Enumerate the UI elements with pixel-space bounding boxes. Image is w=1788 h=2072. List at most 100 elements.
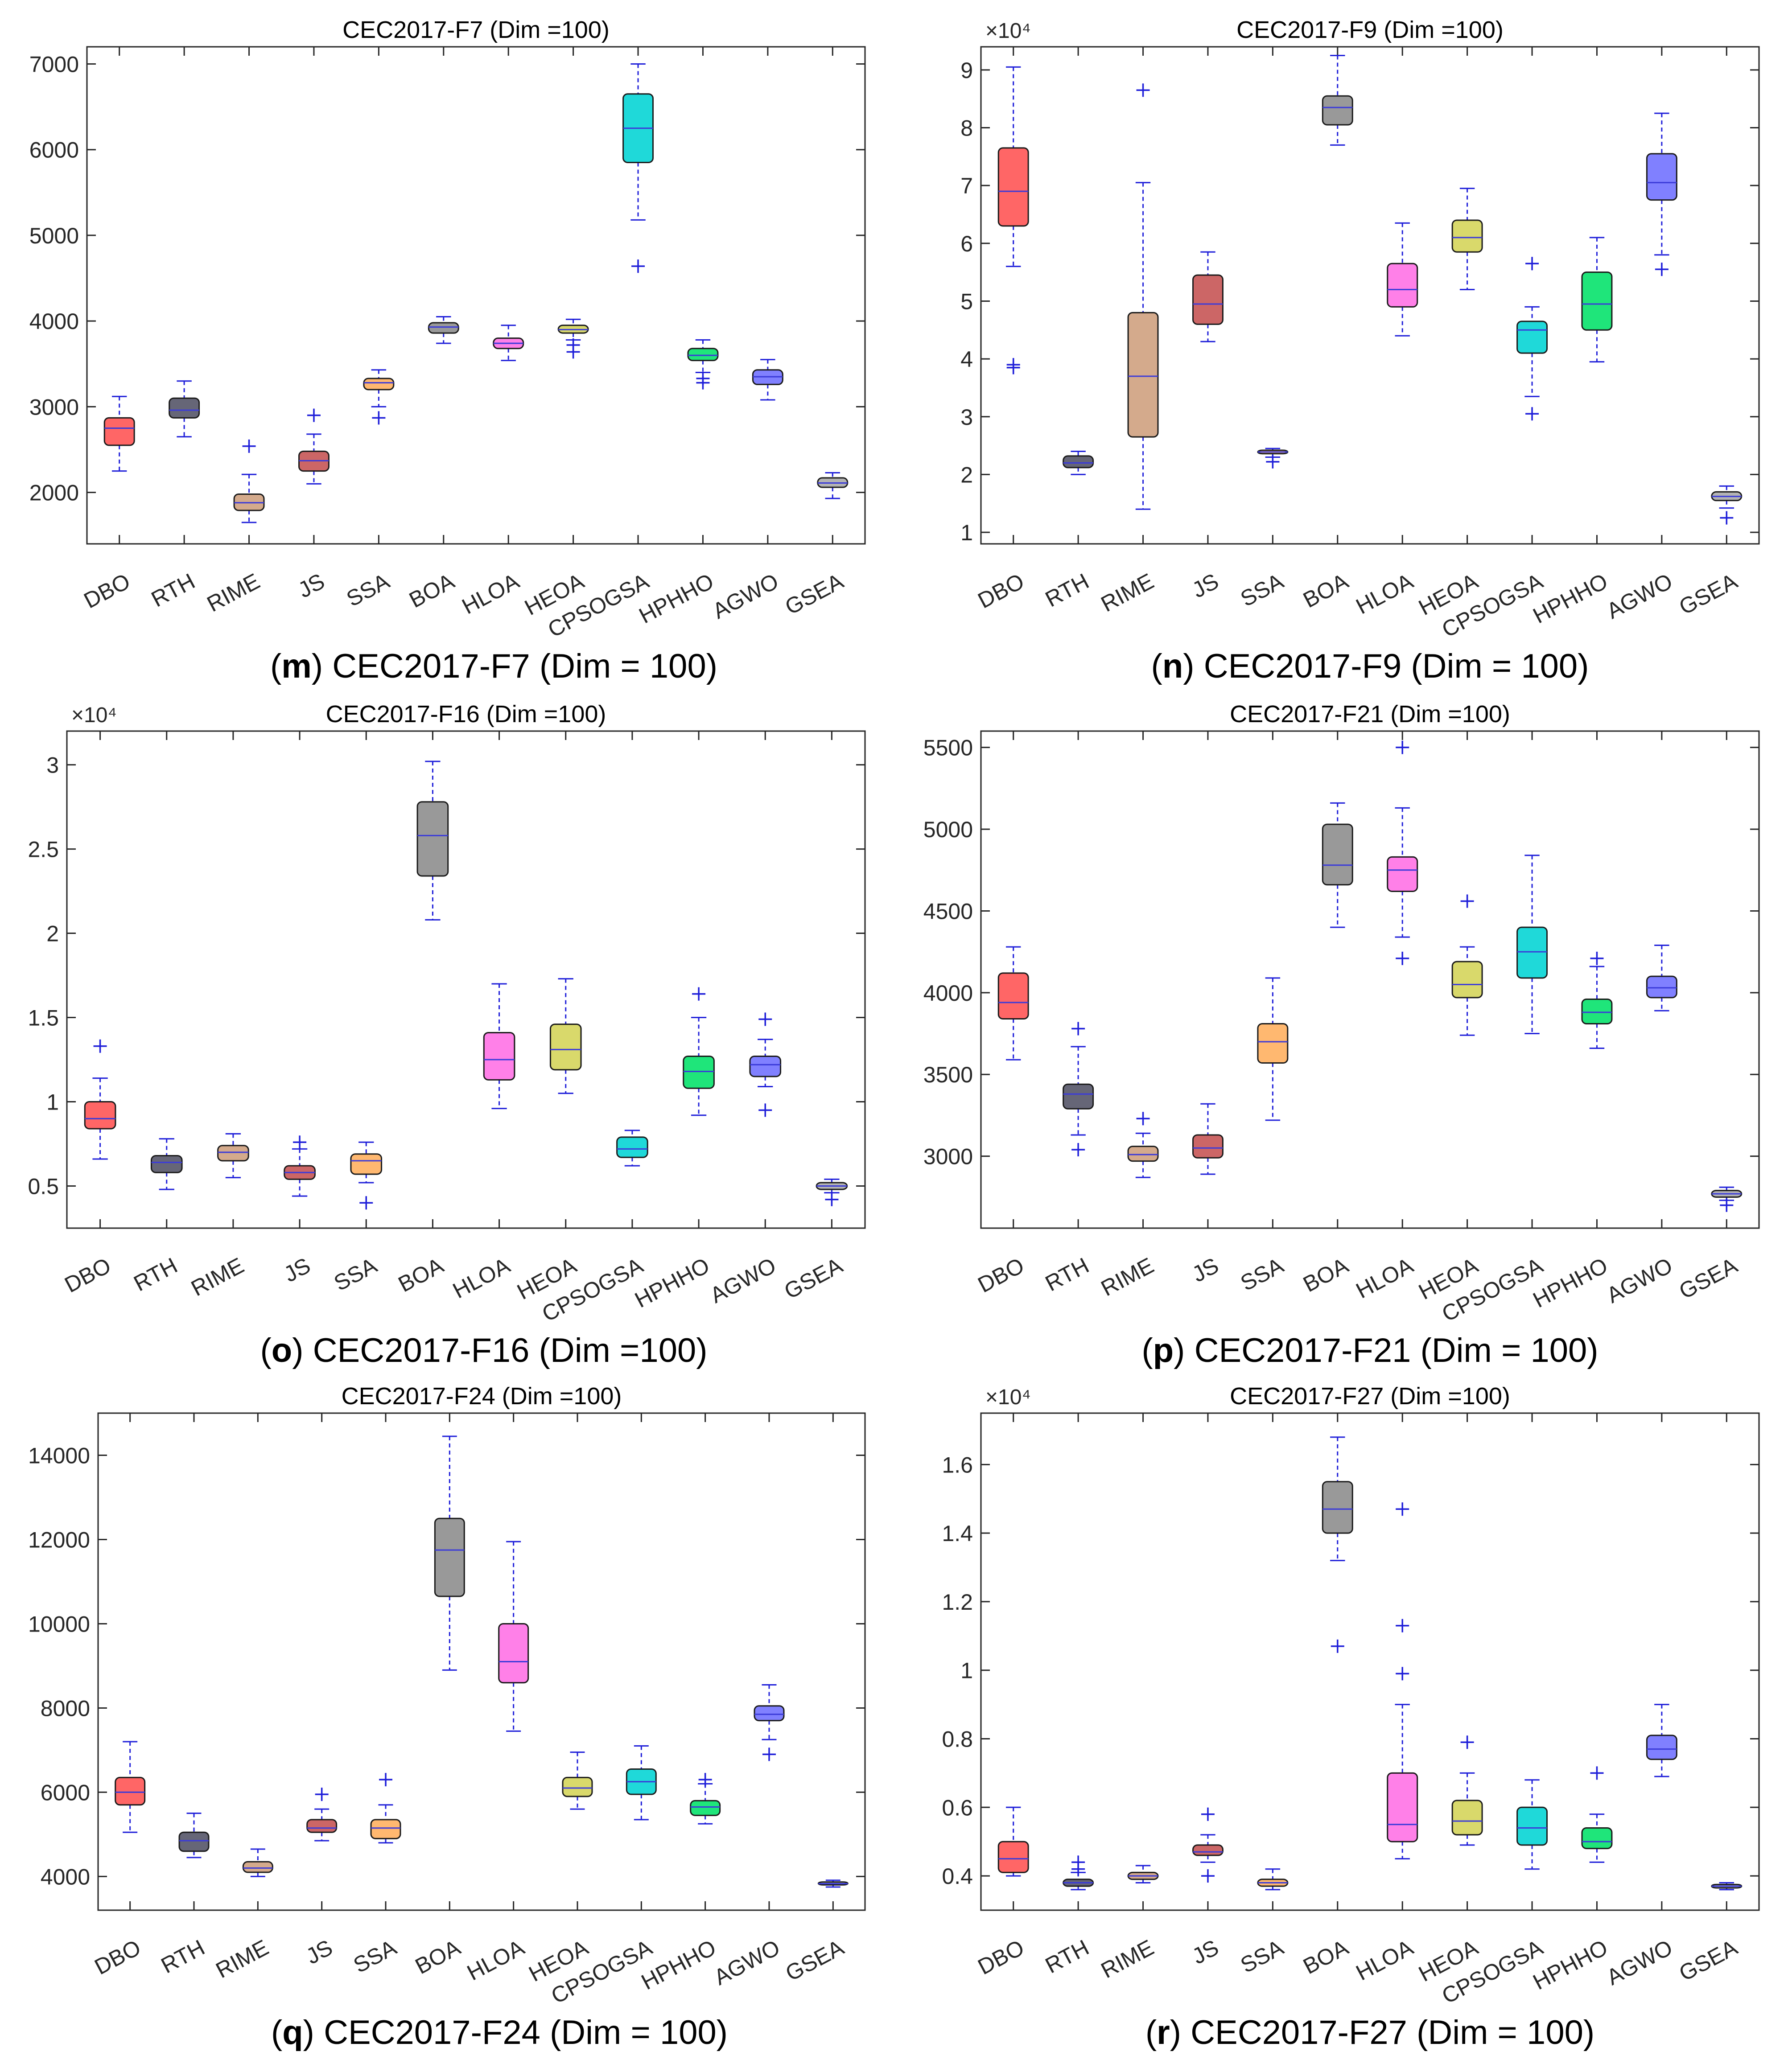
box-dbo: DBO xyxy=(974,1413,1029,1980)
box-iqr xyxy=(1451,1800,1483,1836)
y-tick-label: 5 xyxy=(960,289,973,314)
y-tick-label: 4 xyxy=(960,347,973,372)
box-gsea: GSEA xyxy=(780,731,848,1304)
outlier-marker xyxy=(1201,1807,1215,1821)
box-iqr xyxy=(1063,1083,1094,1110)
box-iqr xyxy=(217,1145,249,1162)
outlier-marker xyxy=(93,1039,107,1053)
box-iqr xyxy=(370,1819,401,1839)
x-tick-label: RTH xyxy=(147,568,199,612)
y-tick-label: 0.5 xyxy=(28,1174,59,1199)
x-tick-label: AGWO xyxy=(709,568,783,624)
box-iqr xyxy=(1387,856,1418,892)
box-boa: BOA xyxy=(394,731,449,1297)
box-iqr xyxy=(1387,263,1418,308)
x-tick-label: RTH xyxy=(1041,1253,1093,1296)
outlier-marker xyxy=(1525,407,1539,421)
y-tick-label: 14000 xyxy=(28,1443,90,1468)
box-cpsogsa: CPSOGSA xyxy=(1438,47,1548,642)
x-tick-label: RIME xyxy=(1097,1253,1158,1301)
box-hphho: HPHHO xyxy=(1529,731,1613,1312)
box-ssa: SSA xyxy=(1236,1413,1289,1978)
x-tick-label: RIME xyxy=(212,1935,273,1983)
box-iqr xyxy=(1646,975,1677,999)
y-tick-label: 9 xyxy=(960,58,973,83)
box-hloa: HLOA xyxy=(449,731,515,1303)
box-iqr xyxy=(1192,1134,1224,1159)
box-iqr xyxy=(690,1800,721,1816)
box-rime: RIME xyxy=(1097,47,1159,617)
x-tick-label: AGWO xyxy=(706,1253,780,1308)
outlier-marker xyxy=(1590,1766,1604,1780)
subfigure-caption: (r) CEC2017-F27 (Dim = 100) xyxy=(1145,2014,1594,2051)
box-iqr xyxy=(350,1153,383,1175)
box-ssa: SSA xyxy=(350,1413,401,1978)
box-iqr xyxy=(1127,312,1159,438)
box-rth: RTH xyxy=(1041,47,1094,612)
box-iqr xyxy=(1516,1806,1548,1846)
x-tick-label: GSEA xyxy=(780,1253,847,1304)
box-iqr xyxy=(416,801,449,877)
x-tick-label: AGWO xyxy=(1603,1253,1677,1308)
outlier-marker xyxy=(379,1773,392,1787)
box-gsea: GSEA xyxy=(1675,47,1743,620)
y-tick-label: 0.6 xyxy=(942,1795,973,1820)
box-cpsogsa: CPSOGSA xyxy=(1438,1413,1548,2009)
outlier-marker xyxy=(315,1788,329,1801)
x-tick-label: RTH xyxy=(1041,568,1093,612)
x-tick-label: DBO xyxy=(974,1935,1028,1979)
subfigure-caption: (q) CEC2017-F24 (Dim = 100) xyxy=(271,2014,728,2051)
box-iqr xyxy=(754,1705,785,1722)
outlier-marker xyxy=(1006,358,1020,372)
y-tick-label: 5000 xyxy=(29,223,79,248)
y-tick-label: 3 xyxy=(46,753,59,778)
outlier-marker xyxy=(293,1135,307,1149)
axis-multiplier: ×10⁴ xyxy=(71,703,117,727)
box-iqr xyxy=(498,1623,529,1684)
box-hloa: HLOA xyxy=(1352,731,1418,1303)
box-heoa: HEOA xyxy=(1414,1413,1483,1986)
outlier-marker xyxy=(762,1747,776,1761)
y-tick-label: 6 xyxy=(960,231,973,256)
box-iqr xyxy=(150,1155,183,1173)
y-tick-label: 12000 xyxy=(28,1527,90,1552)
x-tick-label: HPHHO xyxy=(1529,1935,1612,1994)
box-iqr xyxy=(1192,1844,1224,1856)
x-tick-label: HLOA xyxy=(1352,1253,1417,1303)
box-iqr xyxy=(242,1861,273,1873)
box-iqr xyxy=(1192,274,1224,325)
box-iqr xyxy=(434,1517,465,1597)
outlier-marker xyxy=(1655,263,1669,276)
chart-title: CEC2017-F24 (Dim =100) xyxy=(342,1383,622,1410)
subfigure-caption: (m) CEC2017-F7 (Dim = 100) xyxy=(270,647,717,685)
x-tick-label: JS xyxy=(1188,1935,1223,1969)
box-hloa: HLOA xyxy=(458,47,524,619)
outlier-marker xyxy=(242,439,256,453)
y-tick-label: 5500 xyxy=(923,736,973,761)
box-iqr xyxy=(997,1841,1029,1873)
box-rth: RTH xyxy=(1041,731,1094,1296)
chart-4: CEC2017-F21 (Dim =100) 3000 3500 4000 4500 50… xyxy=(923,701,1760,1369)
chart-title: CEC2017-F7 (Dim =100) xyxy=(342,16,610,43)
y-tick-label: 2 xyxy=(960,462,973,487)
box-heoa: HEOA xyxy=(513,731,582,1304)
box-js: JS xyxy=(1188,731,1224,1287)
x-tick-label: AGWO xyxy=(1603,568,1677,624)
chart-3: CEC2017-F16 (Dim =100) ×10⁴ 0.5 1 1.5 2 2.5 3 DB… xyxy=(28,701,866,1369)
x-tick-label: SSA xyxy=(350,1935,401,1978)
x-tick-label: RIME xyxy=(1097,568,1158,617)
box-agwo: AGWO xyxy=(1603,47,1677,624)
x-tick-label: DBO xyxy=(974,568,1028,613)
y-tick-label: 3000 xyxy=(29,395,79,419)
y-tick-label: 6000 xyxy=(41,1780,90,1805)
y-tick-label: 5000 xyxy=(923,817,973,842)
box-heoa: HEOA xyxy=(1414,47,1483,620)
box-rth: RTH xyxy=(147,47,200,612)
x-tick-label: SSA xyxy=(1236,1935,1288,1978)
box-agwo: AGWO xyxy=(1603,1413,1677,1990)
y-tick-label: 7000 xyxy=(29,52,79,77)
x-tick-label: JS xyxy=(280,1253,314,1287)
box-js: JS xyxy=(302,1413,338,1969)
axes-frame xyxy=(86,46,866,545)
box-js: JS xyxy=(280,731,316,1287)
